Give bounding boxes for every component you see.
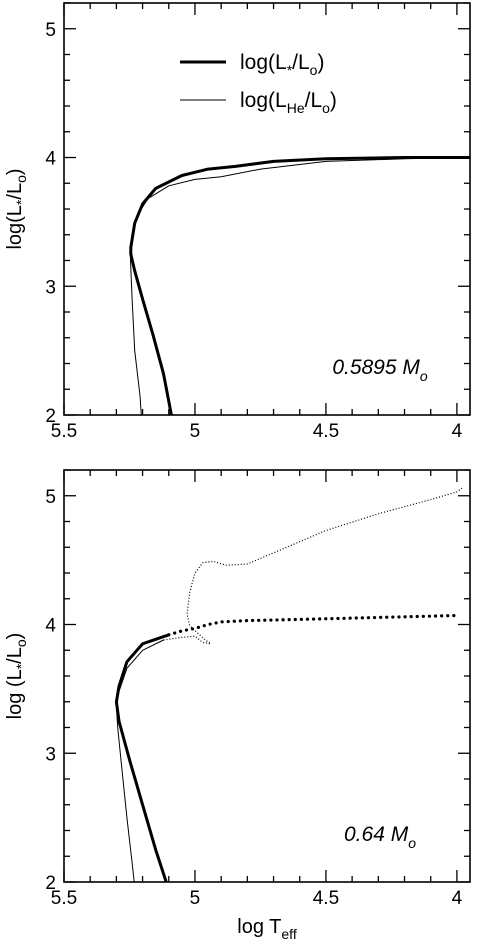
y-tick-label: 3 (45, 277, 56, 298)
y-axis-label: log(L*/Lo) (4, 168, 29, 249)
x-axis-label: log Teff (237, 916, 297, 942)
series-line (114, 633, 170, 883)
mass-annotation: 0.5895 Mo (332, 356, 428, 384)
x-tick-label: 5 (190, 888, 201, 909)
y-axis-label: log (L*/Lo) (4, 633, 29, 720)
series-line (129, 156, 470, 416)
series-line (115, 639, 164, 883)
y-tick-label: 5 (45, 20, 56, 41)
y-tick-label: 2 (45, 406, 56, 427)
x-tick-label: 4 (452, 888, 463, 909)
chart-panel-1: 5.5 5 4.5 4 2 3 4 5 log(L*/Lo) log(L*/Lo) log(LHe/… (4, 2, 471, 442)
y-tick-label: 3 (45, 744, 56, 765)
y-tick-label: 5 (45, 487, 56, 508)
chart-panel-2: 5.5 5 4.5 4 2 3 4 5 log (L*/Lo) log Teff 0.64 Mo (4, 469, 471, 942)
series-line (167, 613, 459, 637)
plot-frame (63, 469, 471, 883)
x-tick-label: 4.5 (313, 888, 339, 909)
mass-annotation: 0.64 Mo (344, 823, 416, 851)
y-tick-label: 2 (45, 873, 56, 894)
x-tick-label: 4.5 (313, 421, 339, 442)
x-tick-label: 5 (190, 421, 201, 442)
series-line (129, 157, 463, 416)
legend-entry: log(L*/Lo) (240, 51, 324, 78)
y-tick-label: 4 (45, 149, 56, 170)
x-tick-label: 5.5 (51, 421, 77, 442)
legend-entry: log(LHe/Lo) (240, 89, 337, 116)
x-tick-label: 4 (452, 421, 463, 442)
y-tick-label: 4 (45, 616, 56, 637)
x-tick-label: 5.5 (51, 888, 77, 909)
